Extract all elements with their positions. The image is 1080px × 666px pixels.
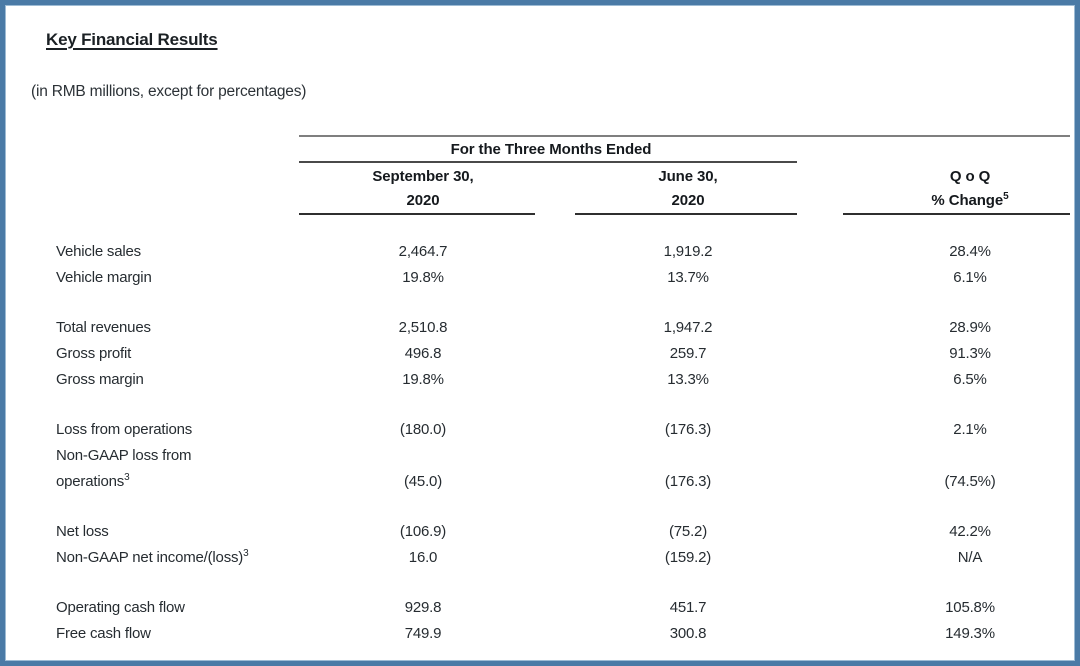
- cell-value: 28.9%: [949, 319, 991, 336]
- cell-value: 300.8: [669, 625, 707, 642]
- cell-value: 1,947.2: [663, 319, 713, 336]
- column-header: June 30, 2020: [575, 165, 797, 213]
- cell-value: (176.3): [664, 421, 712, 438]
- column-header-line1: September 30,: [372, 168, 474, 185]
- table-row: Vehicle sales 2,464.7 1,919.2 28.4%: [56, 239, 1070, 265]
- table-top-rule: [299, 135, 1070, 137]
- cell-value: (74.5%): [944, 473, 996, 490]
- column1-underline: [299, 213, 535, 215]
- row-group: Net loss (106.9) (75.2) 42.2% Non-GAAP net i…: [56, 519, 1070, 571]
- cell-value: 105.8%: [945, 599, 995, 616]
- spanner-underline: [299, 161, 797, 163]
- column-header-line1: June 30,: [658, 168, 718, 185]
- table-row: Gross margin 19.8% 13.3% 6.5%: [56, 367, 1070, 393]
- cell-value: (180.0): [399, 421, 447, 438]
- row-label-superscript: 3: [243, 548, 249, 559]
- column-header-line1: Q o Q: [949, 168, 991, 185]
- spanner-header: For the Three Months Ended: [450, 141, 652, 158]
- row-label: Total revenues: [56, 319, 151, 336]
- cell-value: (176.3): [664, 473, 712, 490]
- cell-value: 929.8: [404, 599, 442, 616]
- cell-value: 6.5%: [953, 371, 987, 388]
- table-row: Non-GAAP loss from operations3 (45.0) (176.…: [56, 443, 1070, 495]
- row-label: Non-GAAP loss from operations3: [56, 447, 192, 490]
- cell-value: (159.2): [664, 549, 712, 566]
- units-note: (in RMB millions, except for percentages…: [31, 83, 307, 100]
- cell-value: 451.7: [669, 599, 707, 616]
- table-row: Operating cash flow 929.8 451.7 105.8%: [56, 595, 1070, 621]
- table-row: Total revenues 2,510.8 1,947.2 28.9%: [56, 315, 1070, 341]
- row-label: Free cash flow: [56, 625, 151, 642]
- cell-value: 91.3%: [949, 345, 991, 362]
- cell-value: 749.9: [404, 625, 442, 642]
- row-group: Total revenues 2,510.8 1,947.2 28.9% Gross p…: [56, 315, 1070, 393]
- row-label-superscript: 3: [124, 472, 130, 483]
- column-header-line2: % Change5: [931, 191, 1009, 210]
- table-row: Free cash flow 749.9 300.8 149.3%: [56, 621, 1070, 647]
- cell-value: 2,510.8: [398, 319, 448, 336]
- row-label: Gross margin: [56, 371, 144, 388]
- table-row: Gross profit 496.8 259.7 91.3%: [56, 341, 1070, 367]
- cell-value: N/A: [957, 549, 983, 566]
- row-label: Gross profit: [56, 345, 132, 362]
- column-header-line2: 2020: [406, 192, 440, 209]
- cell-value: 149.3%: [945, 625, 995, 642]
- row-group: Loss from operations (180.0) (176.3) 2.1% No…: [56, 417, 1070, 495]
- cell-value: (75.2): [669, 523, 707, 540]
- cell-value: 2.1%: [953, 421, 987, 438]
- column-header-superscript: 5: [1003, 191, 1009, 202]
- cell-value: (106.9): [399, 523, 447, 540]
- cell-value: 19.8%: [402, 371, 444, 388]
- cell-value: 13.7%: [667, 269, 709, 286]
- table-row: Loss from operations (180.0) (176.3) 2.1%: [56, 417, 1070, 443]
- row-label: Vehicle sales: [56, 243, 141, 260]
- cell-value: 2,464.7: [398, 243, 448, 260]
- row-label: Non-GAAP net income/(loss)3: [56, 548, 249, 567]
- column2-underline: [575, 213, 797, 215]
- row-label: Operating cash flow: [56, 599, 185, 616]
- row-label: Loss from operations: [56, 421, 193, 438]
- row-group: Operating cash flow 929.8 451.7 105.8% Free …: [56, 595, 1070, 647]
- column-header: September 30, 2020: [299, 165, 535, 213]
- page-title: Key Financial Results: [46, 30, 218, 49]
- row-group: Vehicle sales 2,464.7 1,919.2 28.4% Vehicle …: [56, 239, 1070, 291]
- table-body: Vehicle sales 2,464.7 1,919.2 28.4% Vehicle …: [56, 239, 1070, 661]
- column-header-line2: 2020: [671, 192, 705, 209]
- cell-value: 259.7: [669, 345, 707, 362]
- row-label: Vehicle margin: [56, 269, 152, 286]
- cell-value: 42.2%: [949, 523, 991, 540]
- cell-value: 16.0: [408, 549, 438, 566]
- column3-underline: [843, 213, 1070, 215]
- cell-value: 1,919.2: [663, 243, 713, 260]
- row-label: Net loss: [56, 523, 109, 540]
- key-financial-results-table: For the Three Months Ended September 30,…: [5, 135, 1075, 661]
- cell-value: (45.0): [404, 473, 442, 490]
- cell-value: 6.1%: [953, 269, 987, 286]
- table-row: Vehicle margin 19.8% 13.7% 6.1%: [56, 265, 1070, 291]
- cell-value: 28.4%: [949, 243, 991, 260]
- table-row: Non-GAAP net income/(loss)3 16.0 (159.2) N/…: [56, 545, 1070, 571]
- cell-value: 13.3%: [667, 371, 709, 388]
- cell-value: 496.8: [404, 345, 442, 362]
- cell-value: 19.8%: [402, 269, 444, 286]
- column-header: Q o Q % Change5: [843, 165, 1070, 213]
- table-row: Net loss (106.9) (75.2) 42.2%: [56, 519, 1070, 545]
